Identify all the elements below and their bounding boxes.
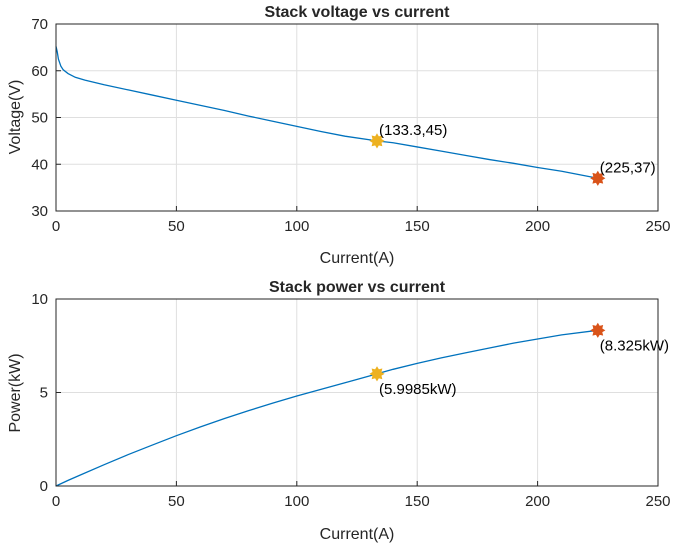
power-x-tick-label: 0 [52,493,60,510]
power-x-tick-label: 150 [405,493,430,510]
voltage-y-tick-label: 60 [31,63,48,80]
power-series [55,329,598,487]
power-chart-title: Stack power vs current [269,279,446,296]
voltage-chart-title: Stack voltage vs current [265,4,451,21]
power-x-axis-label: Current(A) [320,526,395,543]
voltage-x-tick-label: 200 [525,218,550,235]
voltage-marker-label-2: (225,37) [600,159,656,176]
power-marker-2 [590,322,606,338]
power-x-tick-label: 100 [284,493,309,510]
voltage-chart: 0 50 100 150 200 250 30 40 50 60 70 (133.3,45) (225… [7,4,671,267]
voltage-x-tick-label: 150 [405,218,430,235]
voltage-x-axis-label: Current(A) [320,250,395,267]
voltage-x-tick-label: 50 [168,218,185,235]
power-x-tick-label: 250 [645,493,670,510]
power-x-tick-label: 200 [525,493,550,510]
voltage-marker-label-1: (133.3,45) [379,122,447,139]
voltage-x-tick-label: 250 [645,218,670,235]
voltage-markers: (133.3,45) (225,37) [369,122,656,186]
power-y-tick-label: 10 [31,291,48,308]
power-y-tick-label: 5 [40,385,48,402]
voltage-y-tick-label: 30 [31,203,48,220]
voltage-x-tick-label: 100 [284,218,309,235]
power-y-axis-label: Power(kW) [7,353,24,432]
power-markers: (5.9985kW) (8.325kW) [369,322,669,398]
power-y-tick-label: 0 [40,478,48,495]
voltage-y-tick-label: 50 [31,110,48,127]
voltage-x-tick-label: 0 [52,218,60,235]
power-marker-1 [369,366,385,382]
power-ticks: 0 50 100 150 200 250 0 5 10 [31,291,670,510]
voltage-marker-2 [590,170,606,186]
voltage-series [55,46,598,179]
power-marker-label-1: (5.9985kW) [379,381,457,398]
voltage-marker-1 [369,133,385,149]
power-x-tick-label: 50 [168,493,185,510]
voltage-y-tick-label: 40 [31,156,48,173]
voltage-ticks: 0 50 100 150 200 250 30 40 50 60 70 [31,16,670,235]
voltage-series-line [55,46,598,179]
voltage-y-tick-label: 70 [31,16,48,33]
voltage-y-axis-label: Voltage(V) [7,80,24,155]
power-series-line [55,329,598,487]
power-marker-label-2: (8.325kW) [600,337,669,354]
